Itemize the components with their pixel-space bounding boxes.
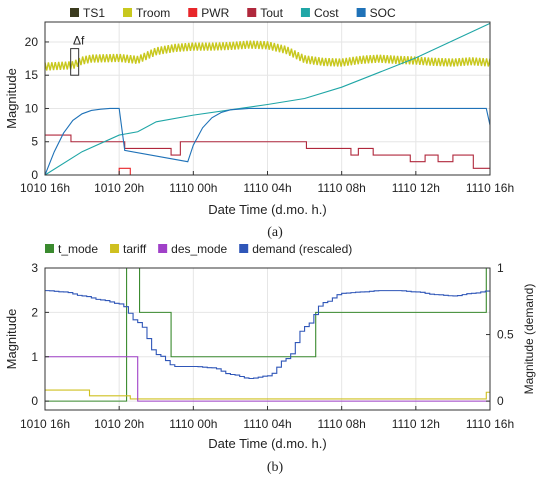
legend-swatch	[110, 244, 120, 253]
series-line-demand-rescaled-	[45, 290, 491, 380]
legend-swatch	[356, 8, 366, 17]
y-right-tick-label: 0	[497, 394, 504, 408]
series-line-soc	[44, 107, 491, 176]
x-tick-label: 1110 04h	[243, 181, 291, 195]
y-axis-label: Magnitude	[4, 68, 19, 129]
y-right-tick-label: 0.5	[497, 328, 514, 342]
panel-label: (a)	[267, 225, 283, 240]
y-axis-label: Magnitude	[4, 309, 19, 370]
y-tick-label: 1	[31, 350, 38, 364]
legend-label: Cost	[314, 6, 339, 20]
legend-label: PWR	[201, 6, 229, 20]
series-line-des-mode	[45, 356, 490, 402]
legend-label: des_mode	[171, 242, 227, 256]
legend-swatch	[70, 8, 79, 17]
legend-swatch	[45, 244, 54, 253]
y-tick-label: 3	[31, 261, 38, 275]
y-tick-label: 20	[25, 35, 39, 49]
y-tick-label: 0	[31, 394, 38, 408]
legend-swatch	[239, 244, 249, 253]
panel-label: (b)	[267, 460, 284, 475]
x-tick-label: 1110 08h	[318, 181, 366, 195]
legend-label: Troom	[136, 6, 170, 20]
series-line-tariff	[45, 389, 490, 400]
legend-swatch	[158, 244, 168, 253]
x-tick-label: 1110 00h	[169, 181, 217, 195]
chart-panel-a: 0 5 10 15 20 1010 16h 1010 20h 1110 00h 1110 04h…	[4, 6, 514, 240]
x-axis-label: Date Time (d.mo. h.)	[208, 202, 326, 217]
y-right-tick-label: 1	[497, 261, 504, 275]
legend-label: Tout	[260, 6, 283, 20]
x-tick-label: 1010 20h	[94, 417, 144, 431]
y-tick-label: 5	[31, 135, 38, 149]
x-tick-label: 1010 16h	[20, 417, 70, 431]
y-tick-label: 10	[25, 101, 39, 115]
x-tick-label: 1010 16h	[20, 181, 70, 195]
series-line-troom	[44, 40, 491, 71]
x-axis-label: Date Time (d.mo. h.)	[208, 436, 326, 451]
x-tick-label: 1110 08h	[318, 417, 366, 431]
annotation-box	[70, 48, 80, 76]
x-tick-label: 1110 12h	[392, 417, 440, 431]
legend-swatch	[123, 8, 133, 17]
legend-swatch	[188, 8, 198, 17]
annotation-label: Δf	[73, 34, 85, 48]
series-line-tout	[45, 134, 490, 169]
x-tick-label: 1110 16h	[466, 181, 514, 195]
legend-label: demand (rescaled)	[252, 242, 352, 256]
y-axis-label-right: Magnitude (demand)	[522, 284, 536, 395]
series-line-t-mode	[45, 267, 490, 402]
legend-label: tariff	[123, 242, 147, 256]
legend-label: TS1	[83, 6, 105, 20]
chart-panel-b: 0 1 2 3 0 0.5 1 Magnitude (demand) 1010 16h 1010 …	[4, 242, 536, 475]
legend-swatch	[247, 8, 257, 17]
y-tick-label: 15	[25, 68, 39, 82]
legend-label: SOC	[370, 6, 396, 20]
legend-swatch	[300, 8, 310, 17]
x-tick-label: 1010 20h	[94, 181, 144, 195]
legend-label: t_mode	[58, 242, 98, 256]
y-tick-label: 0	[31, 168, 38, 182]
y-tick-label: 2	[31, 305, 38, 319]
x-tick-label: 1110 12h	[392, 181, 440, 195]
x-tick-label: 1110 04h	[243, 417, 291, 431]
x-tick-label: 1110 16h	[466, 417, 514, 431]
x-tick-label: 1110 00h	[169, 417, 217, 431]
